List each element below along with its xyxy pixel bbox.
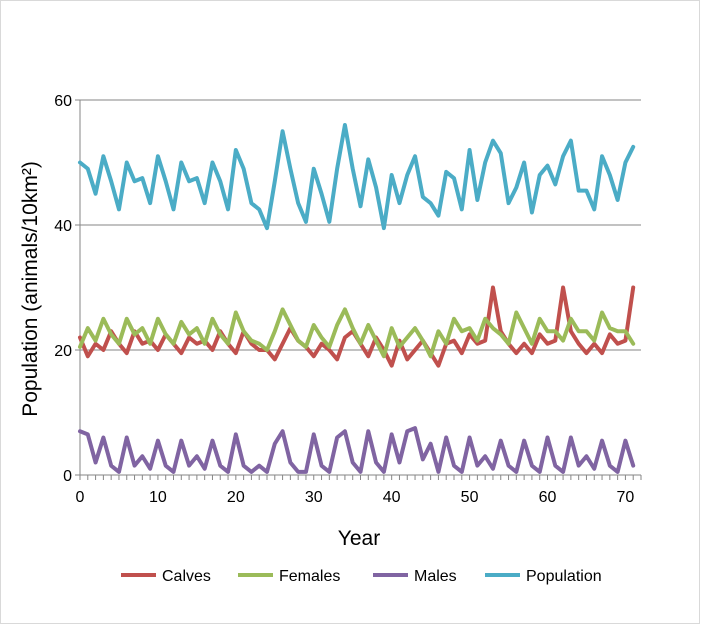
series-lines: [78, 123, 636, 474]
legend-label-females: Females: [279, 568, 340, 585]
legend-label-males: Males: [414, 568, 457, 585]
x-tick-label: 40: [383, 489, 401, 506]
gridlines: [80, 99, 641, 351]
series-line-population: [78, 123, 636, 231]
y-tick-label: 20: [54, 343, 72, 360]
y-tick-label: 40: [54, 218, 72, 235]
x-tick-label: 50: [461, 489, 479, 506]
series-line-males: [78, 426, 636, 474]
x-tick-label: 20: [227, 489, 245, 506]
x-tick-label: 60: [539, 489, 557, 506]
legend-label-population: Population: [526, 568, 602, 585]
series-line-females: [78, 307, 636, 359]
tick-labels: 0 20 40 60 0 10 20 30 40 50 60 70: [54, 93, 634, 506]
legend: Calves Females Males Population: [121, 568, 602, 585]
x-tick-label: 70: [617, 489, 635, 506]
x-tick-label: 30: [305, 489, 323, 506]
legend-label-calves: Calves: [162, 568, 211, 585]
x-tick-label: 10: [149, 489, 167, 506]
y-axis-title: Population (animals/10km²): [19, 161, 42, 417]
x-tick-label: 0: [76, 489, 85, 506]
x-axis-title: Year: [338, 527, 380, 550]
axes: [75, 99, 642, 480]
y-tick-label: 60: [54, 93, 72, 110]
y-tick-label: 0: [63, 468, 72, 485]
